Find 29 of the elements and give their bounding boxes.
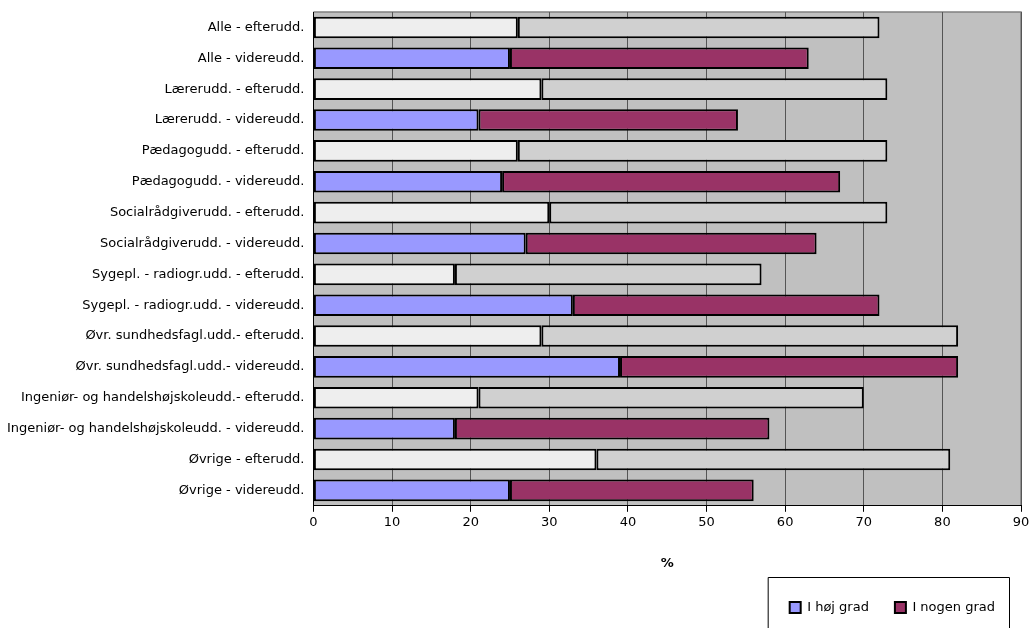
y-tick-label: Øvr. sundhedsfagl.udd.- videreudd.: [75, 358, 305, 374]
x-tick-label: 80: [934, 513, 951, 529]
x-tick-label: 90: [1012, 513, 1030, 529]
y-tick-label: Socialrådgiverudd. - efterudd.: [109, 203, 305, 219]
x-tick-label: 50: [698, 513, 715, 529]
y-tick-label: Pædagogudd. - videreudd.: [131, 173, 305, 189]
y-tick-label: Øvr. sundhedsfagl.udd.- efterudd.: [85, 327, 305, 343]
x-tick-label: 60: [776, 513, 794, 529]
y-tick-label: Alle - efterudd.: [207, 18, 305, 34]
x-axis-title: %: [660, 554, 674, 570]
x-tick-label: 30: [541, 513, 558, 529]
x-tick-label: 10: [383, 513, 401, 529]
y-tick-label: Ingeniør- og handelshøjskoleudd.- efterudd.: [20, 389, 305, 405]
y-tick-label: Lærerudd. - efterudd.: [164, 80, 305, 96]
legend-label: I høj grad: [807, 598, 869, 614]
y-tick-label: Lærerudd. - videreudd.: [154, 111, 305, 127]
y-tick-label: Ingeniør- og handelshøjskoleudd. - videreudd.: [6, 420, 305, 436]
x-tick-label: 20: [462, 513, 479, 529]
x-tick-label: 40: [619, 513, 637, 529]
legend-label: I nogen grad: [912, 598, 996, 614]
y-tick-label: Socialrådgiverudd. - videreudd.: [100, 234, 305, 250]
y-tick-label: Øvrige - efterudd.: [188, 450, 305, 466]
y-tick-label: Alle - videreudd.: [197, 49, 305, 65]
y-tick-label: Sygepl. - radiogr.udd. - efterudd.: [92, 265, 305, 281]
y-tick-label: Pædagogudd. - efterudd.: [141, 142, 305, 158]
x-tick-label: 70: [855, 513, 873, 529]
x-tick-label: 0: [309, 513, 318, 529]
y-tick-label: Øvrige - videreudd.: [178, 481, 305, 497]
y-tick-label: Sygepl. - radiogr.udd. - videreudd.: [82, 296, 305, 312]
